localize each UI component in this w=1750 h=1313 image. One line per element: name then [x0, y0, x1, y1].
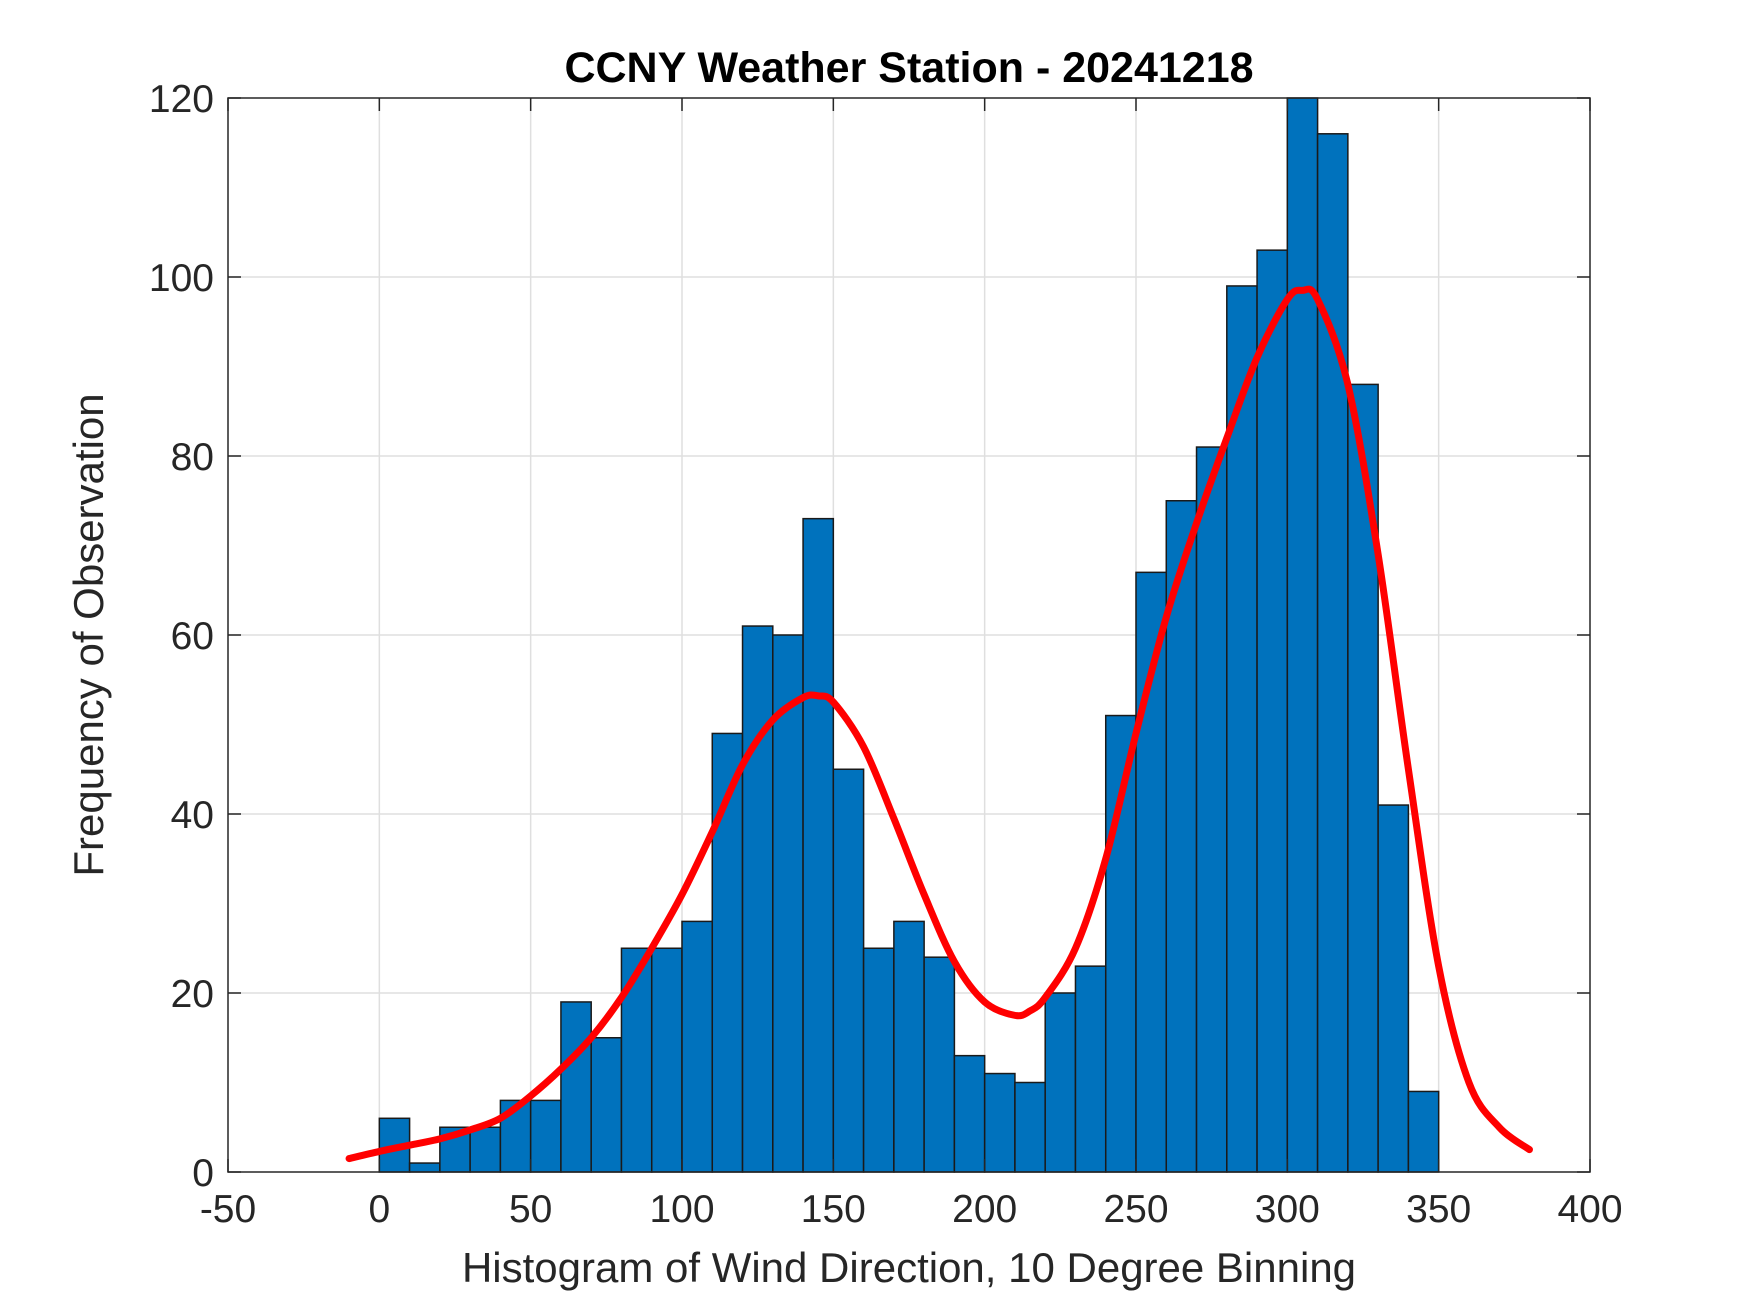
histogram-bar: [590, 1037, 623, 1173]
y-tick-label: 120: [149, 78, 214, 121]
fit-curve: [345, 285, 1533, 1163]
histogram-bar: [923, 956, 956, 1173]
x-tick-label: 150: [801, 1188, 866, 1231]
x-tick-label: 250: [1103, 1188, 1168, 1231]
x-tick-label: 400: [1557, 1188, 1622, 1231]
histogram-bar: [469, 1126, 502, 1173]
y-tick-label: 20: [171, 973, 214, 1016]
histogram-bar: [681, 920, 714, 1173]
histogram-bar: [983, 1072, 1016, 1173]
histogram-bar: [1286, 97, 1319, 1173]
x-tick-label: -50: [200, 1188, 256, 1231]
chart-title: CCNY Weather Station - 20241218: [564, 44, 1253, 92]
x-axis-label: Histogram of Wind Direction, 10 Degree B…: [462, 1244, 1356, 1291]
x-tick-label: 50: [509, 1188, 552, 1231]
histogram-bar: [862, 947, 895, 1173]
histogram-bar: [529, 1099, 562, 1173]
x-tick-label: 100: [649, 1188, 714, 1231]
histogram-bar: [1407, 1090, 1440, 1173]
histogram-bar: [1074, 965, 1107, 1173]
x-tick-label: 300: [1255, 1188, 1320, 1231]
y-tick-label: 40: [171, 794, 214, 837]
histogram-bar: [560, 1001, 592, 1173]
histogram-bar: [650, 947, 683, 1173]
y-axis-label: Frequency of Observation: [65, 393, 112, 876]
histogram-bar: [1316, 133, 1349, 1173]
histogram-bar: [1195, 446, 1228, 1173]
y-tick-label: 0: [192, 1152, 214, 1195]
histogram-bar: [1044, 992, 1077, 1173]
histogram-bar: [1014, 1081, 1046, 1173]
histogram-bar: [1256, 249, 1289, 1173]
histogram-bar: [1377, 804, 1410, 1173]
y-tick-label: 60: [171, 615, 214, 658]
histogram-bar: [620, 947, 653, 1173]
histogram-bar: [893, 920, 925, 1173]
histogram-bar: [1347, 383, 1379, 1173]
tick-marks: [227, 97, 1591, 1173]
y-tick-label: 80: [171, 436, 214, 479]
histogram-bar: [802, 517, 835, 1173]
fit-line: [345, 285, 1533, 1163]
y-tick-label: 100: [149, 257, 214, 300]
histogram-bar: [741, 625, 774, 1173]
histogram-bar: [832, 768, 865, 1173]
histogram-bar: [953, 1054, 986, 1173]
x-tick-label: 350: [1406, 1188, 1471, 1231]
x-tick-label: 200: [952, 1188, 1017, 1231]
x-tick-label: 0: [368, 1188, 390, 1231]
histogram-bar: [408, 1162, 441, 1173]
x-tick-labels: -50 0 50 100 150 200 250 300 350 400: [200, 1188, 1623, 1231]
y-tick-labels: 0 20 40 60 80 100 120: [149, 78, 214, 1195]
